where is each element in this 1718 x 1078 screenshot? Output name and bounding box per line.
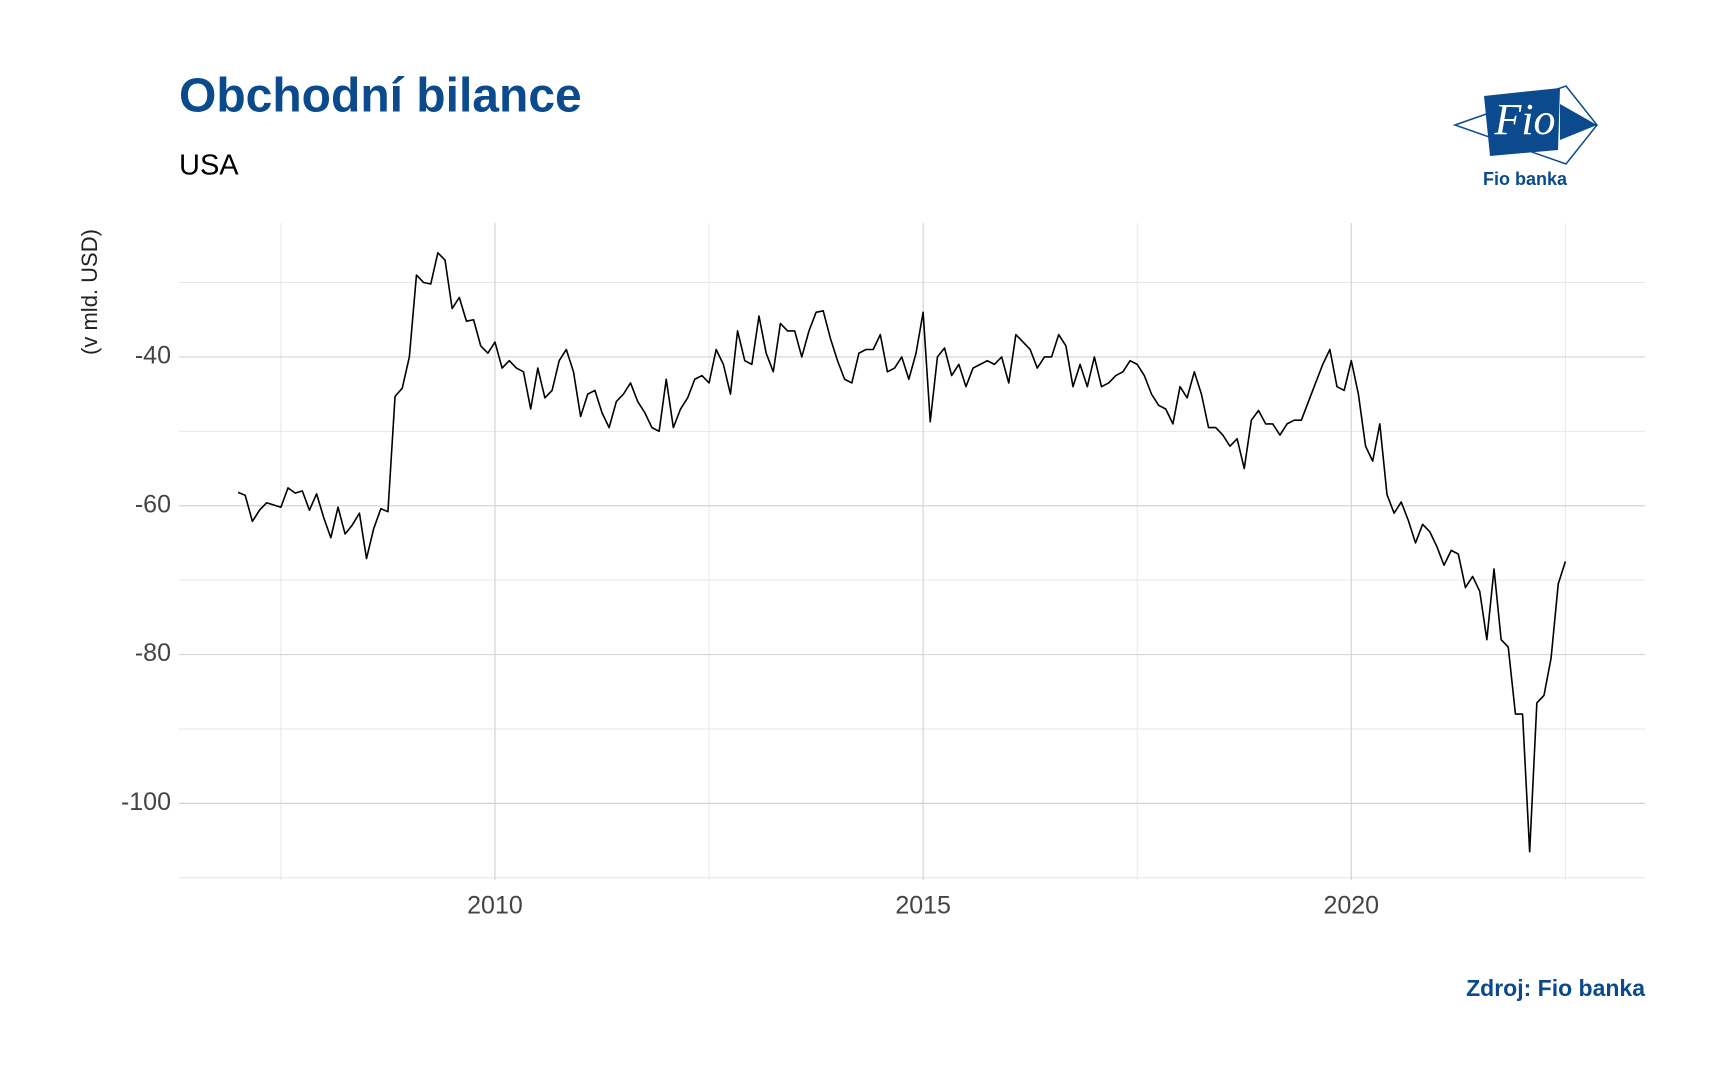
- chart-title: Obchodní bilance: [179, 70, 582, 123]
- logo: Fio Fio banka: [1452, 85, 1598, 189]
- logo-caption: Fio banka: [1483, 169, 1568, 189]
- logo-block: [1484, 88, 1560, 156]
- chart-subtitle: USA: [179, 150, 239, 182]
- x-tick-label: 2020: [1323, 892, 1379, 920]
- y-tick-label: -100: [121, 788, 171, 816]
- data-line: [237, 251, 1567, 853]
- x-tick-label: 2010: [467, 892, 523, 920]
- x-tick-label: 2015: [895, 892, 951, 920]
- y-axis-label: (v mld. USD): [77, 229, 102, 355]
- logo-arrow: [1560, 104, 1597, 140]
- y-tick-label: -60: [135, 490, 171, 518]
- logo-mark: Fio: [1493, 95, 1555, 144]
- source: Zdroj: Fio banka: [1466, 975, 1645, 1001]
- y-tick-label: -40: [135, 342, 171, 370]
- y-tick-label: -80: [135, 639, 171, 667]
